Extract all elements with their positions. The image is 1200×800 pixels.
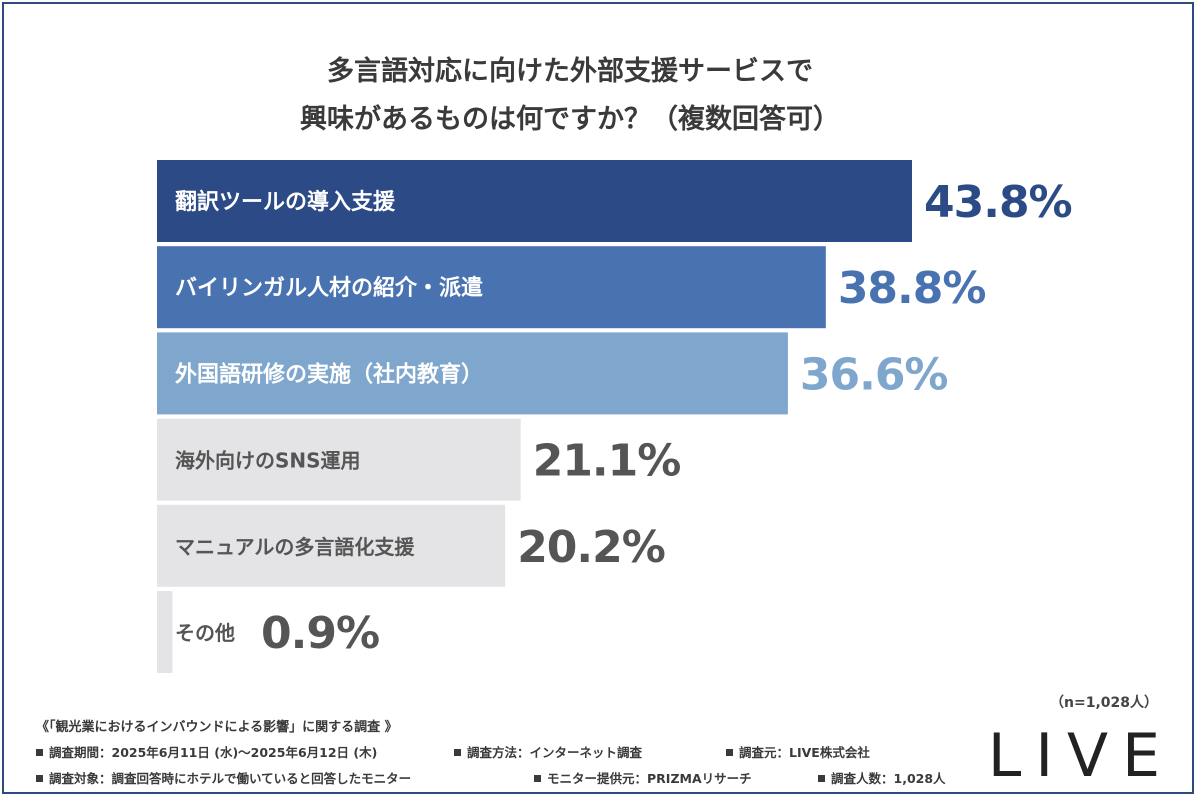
- value-label: 38.8%: [838, 263, 986, 314]
- value-label: 43.8%: [924, 177, 1072, 228]
- bar-group: 翻訳ツールの導入支援 43.8%: [157, 160, 1073, 242]
- value-label: 20.2%: [517, 522, 665, 573]
- survey-target: 調査対象：調査回答時にホテルで働いていると回答したモニター: [36, 768, 411, 787]
- bullet-square-icon: [726, 749, 733, 756]
- chart-title: 多言語対応に向けた外部支援サービスで 興味があるものは何ですか？（複数回答可）: [0, 48, 1140, 144]
- bar: [157, 332, 788, 415]
- bullet-square-icon: [818, 775, 825, 782]
- bar-group: バイリンガル人材の紹介・派遣 38.8%: [157, 246, 986, 329]
- survey-method: 調査方法：インターネット調査: [454, 742, 642, 761]
- bullet-square-icon: [534, 775, 541, 782]
- category-label: 海外向けのSNS運用: [175, 449, 361, 473]
- category-label: マニュアルの多言語化支援: [175, 535, 415, 559]
- bar-group: マニュアルの多言語化支援 20.2%: [157, 504, 666, 587]
- chart-title-line-2: 興味があるものは何ですか？（複数回答可）: [300, 104, 840, 135]
- sample-size-note: （n=1,028人）: [1050, 695, 1158, 711]
- bar: [157, 504, 506, 587]
- bar-group: その他 0.9%: [157, 591, 380, 673]
- bullet-square-icon: [36, 749, 43, 756]
- bullet-square-icon: [454, 749, 461, 756]
- survey-period: 調査期間：2025年6月11日 (水)〜2025年6月12日 (木): [36, 742, 377, 761]
- category-label: バイリンガル人材の紹介・派遣: [175, 275, 483, 301]
- category-label: 翻訳ツールの導入支援: [175, 189, 396, 215]
- survey-respondents: 調査人数：1,028人: [818, 768, 946, 787]
- category-label: その他: [175, 621, 235, 645]
- live-logo: LIVE: [987, 721, 1174, 791]
- category-label: 外国語研修の実施（社内教育）: [175, 361, 483, 387]
- bar-group: 外国語研修の実施（社内教育） 36.6%: [157, 332, 949, 415]
- bar: [157, 246, 826, 329]
- chart-title-line-1: 多言語対応に向けた外部支援サービスで: [327, 56, 813, 87]
- survey-panel-provider: モニター提供元：PRIZMAリサーチ: [534, 768, 752, 787]
- bar: [157, 160, 912, 242]
- survey-title: 《「観光業におけるインバウンドによる影響」に関する調査 》: [36, 720, 398, 735]
- survey-source: 調査元：LIVE株式会社: [726, 742, 870, 761]
- value-label: 36.6%: [800, 349, 948, 400]
- value-label: 21.1%: [533, 436, 681, 487]
- bar: [157, 418, 521, 501]
- bullet-square-icon: [36, 775, 43, 782]
- bar: [157, 591, 173, 673]
- value-label: 0.9%: [261, 608, 379, 659]
- bar-group: 海外向けのSNS運用 21.1%: [157, 418, 681, 501]
